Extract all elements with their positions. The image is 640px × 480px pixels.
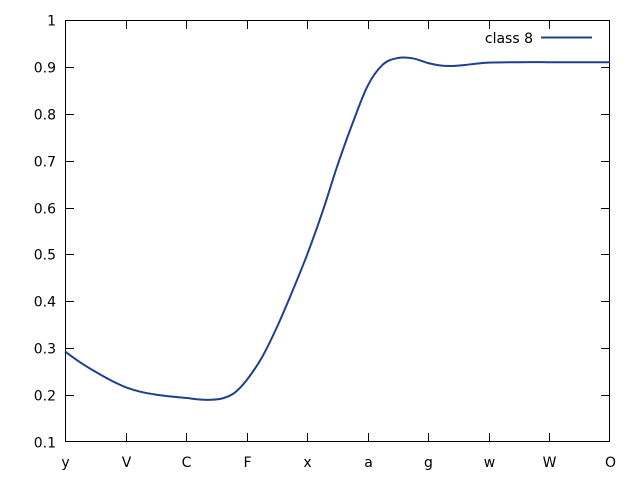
x-tick-label: a: [364, 455, 373, 471]
x-tick-label: V: [122, 455, 132, 471]
x-tick-label: y: [61, 455, 69, 471]
legend: class 8: [485, 31, 592, 47]
x-tick-label: C: [182, 455, 192, 471]
y-tick-label: 0.1: [34, 436, 56, 452]
x-tick-label: w: [484, 455, 495, 471]
y-tick-label: 0.9: [34, 61, 56, 77]
series-line-0: [64, 56, 610, 401]
y-tick-label: 1: [47, 14, 56, 30]
x-tick-label: F: [243, 455, 251, 471]
y-tick-label: 0.5: [34, 248, 56, 264]
series-layer: [64, 56, 610, 401]
y-tick-label: 0.7: [34, 155, 56, 171]
y-tick-label: 0.6: [34, 202, 56, 218]
y-tick-label: 0.3: [34, 342, 56, 358]
y-tick-label: 0.8: [34, 108, 56, 124]
x-tick-label: W: [543, 455, 557, 471]
x-tick-label: g: [424, 455, 433, 471]
x-tick-label: x: [303, 455, 311, 471]
y-tick-label: 0.4: [34, 295, 56, 311]
x-tick-label: O: [605, 455, 616, 471]
y-axis: 0.1 0.2 0.3 0.4 0.5 0.6 0.7 0.8 0.9 1: [34, 14, 610, 452]
y-tick-label: 0.2: [34, 389, 56, 405]
plot-frame: [65, 20, 610, 442]
legend-label-class-8: class 8: [485, 31, 533, 47]
